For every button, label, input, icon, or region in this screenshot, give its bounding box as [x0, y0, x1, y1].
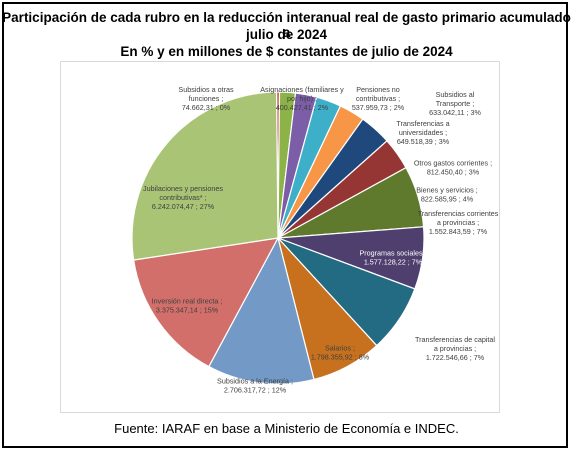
- slice-label-5: Otros gastos corrientes ;812.450,40 ; 3%: [414, 159, 492, 177]
- pie-slice-11: [208, 236, 315, 385]
- slice-label-7-line-1: a provincias ;: [437, 218, 479, 227]
- slice-label-11-line-0: Subsidios a la Energía ;: [217, 377, 293, 386]
- slice-label-13-line-1: contributivas* ;: [159, 193, 206, 202]
- slice-label-9-line-0: Transferencias de capital: [415, 335, 495, 344]
- slice-label-11: Subsidios a la Energía ;2.706.317,72 ; 1…: [217, 377, 293, 395]
- slice-label-12-line-1: 3.375.347,14 ; 15%: [156, 306, 219, 315]
- chart-subtitle: En % y en millones de $ constantes de ju…: [120, 44, 453, 59]
- slice-label-12: Inversión real directa ;3.375.347,14 ; 1…: [152, 297, 223, 315]
- slice-label-11-line-1: 2.706.317,72 ; 12%: [224, 386, 287, 395]
- slice-label-2-line-2: 537.959,73 ; 2%: [352, 103, 405, 112]
- slice-label-5-line-1: 812.450,40 ; 3%: [427, 168, 480, 177]
- slice-label-0-line-0: Subsidios a otras: [178, 85, 234, 94]
- slice-label-13-line-0: Jubilaciones y pensiones: [143, 184, 223, 193]
- slice-label-6-line-0: Bienes y servicios ;: [416, 186, 478, 195]
- slice-label-9-line-1: a provincias ;: [434, 344, 476, 353]
- slice-label-6: Bienes y servicios ;822.585,95 ; 4%: [416, 186, 478, 204]
- slice-label-3-line-0: Subsidios al: [436, 90, 475, 99]
- plot-area: [60, 61, 500, 413]
- slice-label-6-line-1: 822.585,95 ; 4%: [421, 195, 474, 204]
- slice-label-2-line-0: Pensiones no: [356, 85, 400, 94]
- pie-slice-13: [131, 91, 279, 261]
- slice-label-10-line-0: Salarios ;: [325, 344, 355, 353]
- chart-title-line-1: Participación de cada rubro en la reducc…: [2, 10, 571, 40]
- slice-label-10: Salarios ;1.798.355,92 ; 8%: [311, 344, 370, 362]
- slice-label-4-line-2: 649.518,39 ; 3%: [397, 137, 450, 146]
- slice-label-8-line-1: 1.577.128,22 ; 7%: [364, 258, 423, 267]
- source-note: Fuente: IARAF en base a Ministerio de Ec…: [114, 421, 459, 436]
- slice-label-12-line-0: Inversión real directa ;: [152, 297, 223, 306]
- pie-slice-12: [132, 237, 280, 368]
- slice-label-8-line-0: Programas sociales ;: [359, 249, 426, 258]
- slice-label-1-line-0: Asignaciones (familiares y: [260, 85, 344, 94]
- slice-label-1-line-2: 400.427,41 ; 2%: [276, 103, 329, 112]
- slice-label-0-line-2: 74.662,31 ; 0%: [182, 103, 231, 112]
- slice-label-13-line-2: 6.242.074,47 ; 27%: [152, 202, 215, 211]
- slice-label-4-line-1: universidades ;: [399, 128, 447, 137]
- slice-label-1-line-1: por hijo) ;: [287, 94, 317, 103]
- slice-label-0-line-1: funciones ;: [189, 94, 224, 103]
- slice-label-7-line-2: 1.552.843,59 ; 7%: [429, 227, 488, 236]
- slice-label-9-line-2: 1.722.546,66 ; 7%: [426, 353, 485, 362]
- slice-label-3-line-2: 633.042,11 ; 3%: [429, 108, 481, 117]
- slice-label-10-line-1: 1.798.355,92 ; 8%: [311, 353, 370, 362]
- chart-title-line-2: julio de 2024: [245, 27, 328, 42]
- slice-label-3-line-1: Transporte ;: [436, 99, 474, 108]
- slice-label-7-line-0: Transferencias corrientes: [418, 209, 499, 218]
- slice-label-5-line-0: Otros gastos corrientes ;: [414, 159, 492, 168]
- slice-label-2-line-1: contributivas ;: [356, 94, 400, 103]
- slice-label-8: Programas sociales ;1.577.128,22 ; 7%: [359, 249, 426, 267]
- slice-label-4-line-0: Transferencias a: [396, 119, 449, 128]
